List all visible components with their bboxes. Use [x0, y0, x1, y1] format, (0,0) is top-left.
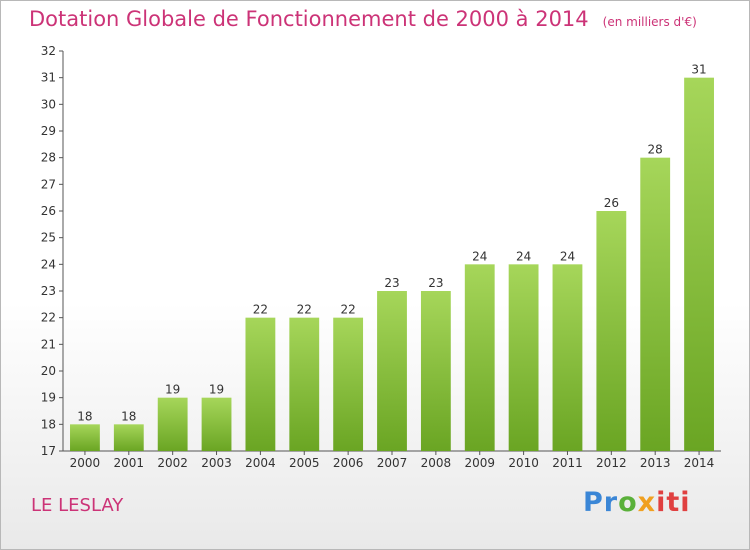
- bar: [684, 77, 714, 452]
- x-tick-label: 2009: [464, 456, 495, 470]
- y-tick-label: 21: [41, 337, 56, 351]
- bar-value-label: 19: [165, 383, 180, 397]
- bar-value-label: 28: [648, 143, 663, 157]
- y-tick-label: 22: [41, 311, 56, 325]
- bar-value-label: 26: [604, 196, 619, 210]
- x-tick-label: 2008: [421, 456, 452, 470]
- bar: [552, 264, 583, 451]
- bar: [113, 424, 144, 451]
- x-tick-label: 2005: [289, 456, 320, 470]
- x-tick-label: 2002: [157, 456, 188, 470]
- x-tick-label: 2000: [70, 456, 101, 470]
- bar-value-label: 22: [297, 303, 312, 317]
- chart-bars: 18 18 19 19 22 22 22 23 23 24 24 24 26 28 31: [70, 63, 714, 452]
- bar: [157, 397, 188, 451]
- commune-name: LE LESLAY: [31, 495, 124, 516]
- bar-value-label: 23: [384, 276, 399, 290]
- y-tick-label: 23: [41, 284, 56, 298]
- bar-value-label: 18: [77, 409, 92, 423]
- bar-value-label: 23: [428, 276, 443, 290]
- y-tick-label: 29: [41, 124, 56, 138]
- bar-value-label: 22: [253, 303, 268, 317]
- y-tick-label: 32: [41, 44, 56, 58]
- x-tick-label: 2006: [333, 456, 364, 470]
- x-tick-label: 2013: [640, 456, 671, 470]
- bar: [201, 397, 232, 451]
- y-tick-label: 17: [41, 444, 56, 458]
- bar: [245, 317, 276, 451]
- chart-title-block: Dotation Globale de Fonctionnement de 20…: [29, 7, 697, 31]
- y-tick-label: 19: [41, 391, 56, 405]
- bar: [333, 317, 364, 451]
- chart-subtitle: (en milliers d'€): [602, 15, 697, 29]
- bar: [70, 424, 100, 451]
- bar: [596, 211, 627, 451]
- logo-part-1: Pr: [583, 487, 619, 518]
- y-tick-label: 31: [41, 71, 56, 85]
- y-tick-label: 18: [41, 417, 56, 431]
- logo-part-4: iti: [656, 487, 691, 518]
- chart-title: Dotation Globale de Fonctionnement de 20…: [29, 7, 589, 31]
- x-tick-label: 2012: [596, 456, 627, 470]
- bar-value-label: 31: [691, 63, 706, 77]
- proxiti-logo[interactable]: Proxiti: [583, 487, 691, 518]
- bar: [464, 264, 495, 451]
- bar: [289, 317, 320, 451]
- x-tick-label: 2003: [201, 456, 232, 470]
- x-tick-label: 2011: [552, 456, 583, 470]
- x-tick-label: 2004: [245, 456, 276, 470]
- bar-value-label: 24: [560, 249, 575, 263]
- bar-value-label: 18: [121, 409, 136, 423]
- y-tick-label: 30: [41, 97, 56, 111]
- x-tick-label: 2014: [684, 456, 715, 470]
- chart-axes: 17 18 19 20 21 22 23 24 25 26 27 28 29 30 31 32 2000 2001…: [41, 44, 721, 470]
- bar-value-label: 24: [516, 249, 531, 263]
- y-tick-label: 28: [41, 151, 56, 165]
- bar: [377, 291, 407, 451]
- logo-part-3: x: [637, 487, 657, 518]
- bar-value-label: 24: [472, 249, 487, 263]
- bar-value-label: 19: [209, 383, 224, 397]
- bar-value-label: 22: [340, 303, 355, 317]
- y-tick-label: 24: [41, 257, 56, 271]
- bar: [640, 157, 671, 451]
- y-tick-label: 26: [41, 204, 56, 218]
- y-tick-label: 25: [41, 231, 56, 245]
- bar: [508, 264, 539, 451]
- y-tick-label: 27: [41, 177, 56, 191]
- x-tick-label: 2001: [114, 456, 145, 470]
- bar: [420, 291, 451, 451]
- x-tick-label: 2007: [377, 456, 408, 470]
- y-tick-label: 20: [41, 364, 56, 378]
- logo-part-2: o: [618, 487, 638, 518]
- x-tick-label: 2010: [508, 456, 539, 470]
